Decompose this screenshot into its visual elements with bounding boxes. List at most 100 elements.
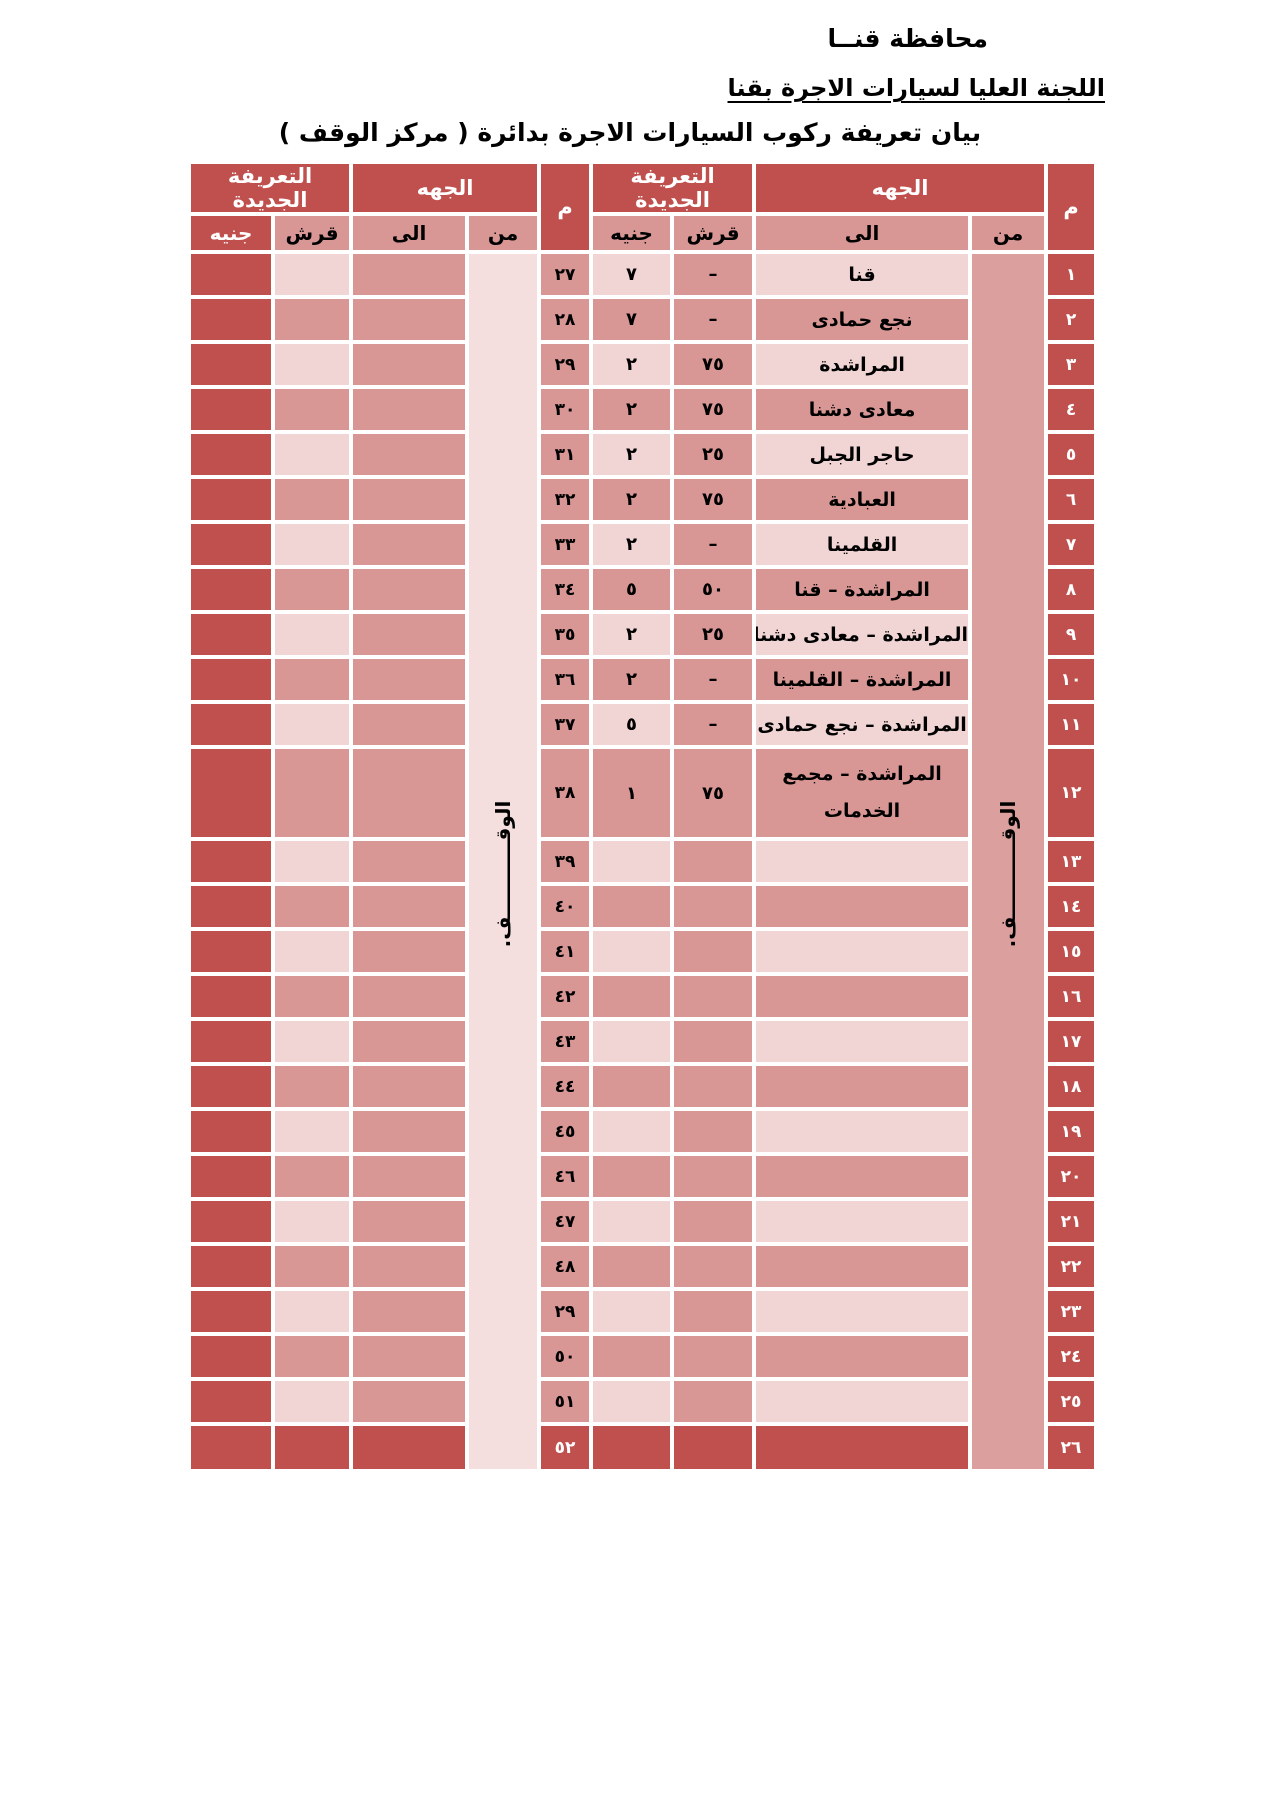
geneih-fare-cell-right: ٢ [593,659,671,700]
destination-cell-left [353,389,466,430]
geneih-fare-cell-left [191,1156,272,1197]
header-to-left: الى [353,216,466,250]
geneih-fare-cell-left [191,841,272,882]
qirsh-fare-cell-right: – [674,299,753,340]
destination-cell-left [353,1201,466,1242]
qirsh-fare-cell-left [275,299,350,340]
row-number-right-cell: ٢٣ [1048,1291,1095,1332]
geneih-fare-cell-right: ١ [593,749,671,837]
destination-cell-left [353,479,466,520]
row-number-left-cell: ٤٧ [541,1201,590,1242]
table-row: ١١ المراشدة – نجع حمادى –٥ ٣٧ [191,704,1095,745]
destination-cell-right: المراشدة – قنا [756,569,969,610]
row-number-left-cell: ٣٥ [541,614,590,655]
table-row: ١٧ ٤٣ [191,1021,1095,1062]
qirsh-fare-cell-right: ٢٥ [674,614,753,655]
destination-cell-left [353,254,466,295]
geneih-fare-cell-right [593,1111,671,1152]
geneih-fare-cell-left [191,1336,272,1377]
row-number-right-cell: ٨ [1048,569,1095,610]
geneih-fare-cell-right [593,1201,671,1242]
destination-cell-right: حاجر الجبل [756,434,969,475]
row-number-right-cell: ١٩ [1048,1111,1095,1152]
row-number-left-cell: ٥٢ [541,1426,590,1469]
destination-cell-right [756,1426,969,1469]
row-number-left-cell: ٣٦ [541,659,590,700]
destination-cell-right: نجع حمادى [756,299,969,340]
table-row: ٢٤ ٥٠ [191,1336,1095,1377]
row-number-right-cell: ١٥ [1048,931,1095,972]
header-qirsh-left: قرش [275,216,350,250]
geneih-fare-cell-left [191,886,272,927]
from-merged-cell-left: الوقـــــــــــف. [469,254,538,1469]
table-row: ١٣ ٣٩ [191,841,1095,882]
qirsh-fare-cell-left [275,254,350,295]
geneih-fare-cell-left [191,976,272,1017]
geneih-fare-cell-left [191,1066,272,1107]
qirsh-fare-cell-right: – [674,704,753,745]
destination-cell-left [353,299,466,340]
row-number-right-cell: ١ [1048,254,1095,295]
geneih-fare-cell-right [593,1156,671,1197]
qirsh-fare-cell-left [275,841,350,882]
destination-cell-right [756,1111,969,1152]
geneih-fare-cell-left [191,389,272,430]
destination-cell-right [756,976,969,1017]
row-number-right-cell: ٢٠ [1048,1156,1095,1197]
geneih-fare-cell-right: ٢ [593,524,671,565]
destination-cell-right [756,931,969,972]
destination-cell-right [756,1021,969,1062]
destination-cell-left [353,704,466,745]
qirsh-fare-cell-right: ٧٥ [674,749,753,837]
destination-cell-right: العبادية [756,479,969,520]
row-number-left-cell: ٣٩ [541,841,590,882]
header-new-tariff-right: التعريفة الجديدة [593,164,753,212]
destination-cell-right: المراشدة [756,344,969,385]
row-number-left-cell: ٢٧ [541,254,590,295]
header-num-right: م [1048,164,1095,250]
row-number-right-cell: ٩ [1048,614,1095,655]
row-number-right-cell: ١٤ [1048,886,1095,927]
geneih-fare-cell-right [593,976,671,1017]
row-number-right-cell: ٢١ [1048,1201,1095,1242]
qirsh-fare-cell-right [674,1066,753,1107]
destination-cell-left [353,434,466,475]
destination-cell-left [353,1021,466,1062]
qirsh-fare-cell-right: ٥٠ [674,569,753,610]
header-geneih-left: جنيه [191,216,272,250]
geneih-fare-cell-right [593,1381,671,1422]
table-row: ١٩ ٤٥ [191,1111,1095,1152]
row-number-left-cell: ٢٩ [541,344,590,385]
geneih-fare-cell-right [593,1291,671,1332]
geneih-fare-cell-left [191,704,272,745]
qirsh-fare-cell-right: – [674,659,753,700]
table-row: ٢٥ ٥١ [191,1381,1095,1422]
qirsh-fare-cell-right [674,1111,753,1152]
row-number-right-cell: ٢٤ [1048,1336,1095,1377]
destination-cell-left [353,976,466,1017]
governorate-heading: محافظة قنــا [827,24,988,53]
qirsh-fare-cell-left [275,434,350,475]
qirsh-fare-cell-left [275,389,350,430]
destination-cell-right: القلمينا [756,524,969,565]
geneih-fare-cell-left [191,1111,272,1152]
destination-cell-right: المراشدة – القلمينا [756,659,969,700]
table-row: ٦ العبادية ٧٥ ٢ ٣٢ [191,479,1095,520]
geneih-fare-cell-left [191,1246,272,1287]
qirsh-fare-cell-left [275,614,350,655]
row-number-right-cell: ١٨ [1048,1066,1095,1107]
row-number-right-cell: ٤ [1048,389,1095,430]
geneih-fare-cell-right: ٥ [593,569,671,610]
geneih-fare-cell-left [191,1021,272,1062]
row-number-left-cell: ٣٢ [541,479,590,520]
destination-cell-left [353,614,466,655]
destination-cell-right [756,1201,969,1242]
table-row: ٨ المراشدة – قنا ٥٠ ٥ ٣٤ [191,569,1095,610]
qirsh-fare-cell-left [275,1156,350,1197]
row-number-left-cell: ٥١ [541,1381,590,1422]
destination-cell-left [353,1291,466,1332]
geneih-fare-cell-left [191,931,272,972]
table-row: ١٦ ٤٢ [191,976,1095,1017]
table-row: ٥ حاجر الجبل ٢٥ ٢ ٣١ [191,434,1095,475]
